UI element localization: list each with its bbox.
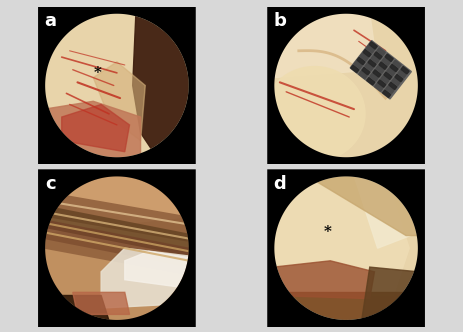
Polygon shape (133, 15, 189, 156)
Polygon shape (362, 267, 419, 319)
Polygon shape (62, 104, 130, 152)
Polygon shape (363, 49, 371, 57)
Polygon shape (366, 45, 374, 53)
Polygon shape (382, 58, 390, 65)
Polygon shape (395, 74, 403, 82)
Polygon shape (398, 70, 406, 78)
Text: c: c (45, 175, 56, 193)
PathPatch shape (38, 169, 196, 327)
Polygon shape (351, 65, 359, 73)
Text: *: * (323, 225, 331, 239)
Polygon shape (274, 261, 375, 299)
Polygon shape (386, 86, 394, 94)
Polygon shape (357, 57, 365, 65)
Polygon shape (389, 82, 397, 90)
Polygon shape (376, 66, 384, 73)
Polygon shape (274, 13, 378, 78)
Polygon shape (44, 101, 141, 158)
Polygon shape (393, 60, 401, 68)
Polygon shape (354, 61, 362, 69)
Polygon shape (371, 56, 379, 63)
Polygon shape (369, 42, 377, 49)
Polygon shape (373, 70, 381, 77)
Polygon shape (73, 292, 130, 314)
Polygon shape (374, 52, 382, 59)
Polygon shape (367, 77, 375, 85)
Polygon shape (360, 53, 368, 61)
Polygon shape (384, 72, 392, 80)
Polygon shape (274, 292, 419, 321)
Circle shape (275, 14, 418, 157)
Polygon shape (387, 68, 395, 76)
Text: *: * (94, 66, 102, 80)
Polygon shape (93, 62, 145, 141)
Polygon shape (125, 251, 189, 288)
Text: b: b (274, 12, 286, 30)
Polygon shape (264, 67, 365, 161)
Polygon shape (365, 63, 373, 71)
PathPatch shape (38, 7, 196, 164)
Text: a: a (44, 12, 56, 30)
Polygon shape (378, 80, 386, 87)
Text: d: d (274, 175, 286, 193)
Polygon shape (274, 176, 409, 295)
Polygon shape (359, 71, 367, 79)
Polygon shape (370, 74, 378, 81)
Polygon shape (392, 78, 400, 86)
Polygon shape (401, 66, 409, 74)
Circle shape (45, 14, 188, 157)
Polygon shape (307, 176, 419, 236)
Polygon shape (390, 64, 398, 72)
Polygon shape (350, 41, 411, 99)
Polygon shape (354, 176, 419, 248)
Circle shape (45, 176, 188, 320)
Polygon shape (101, 248, 189, 308)
Polygon shape (382, 90, 391, 98)
Polygon shape (379, 62, 387, 69)
Polygon shape (362, 67, 370, 75)
Polygon shape (375, 84, 383, 91)
Polygon shape (381, 76, 389, 83)
Polygon shape (44, 176, 189, 232)
Polygon shape (385, 54, 393, 62)
PathPatch shape (267, 7, 425, 164)
Polygon shape (44, 295, 109, 321)
Polygon shape (368, 59, 376, 67)
Circle shape (275, 176, 418, 320)
PathPatch shape (267, 169, 425, 327)
Polygon shape (377, 48, 385, 55)
